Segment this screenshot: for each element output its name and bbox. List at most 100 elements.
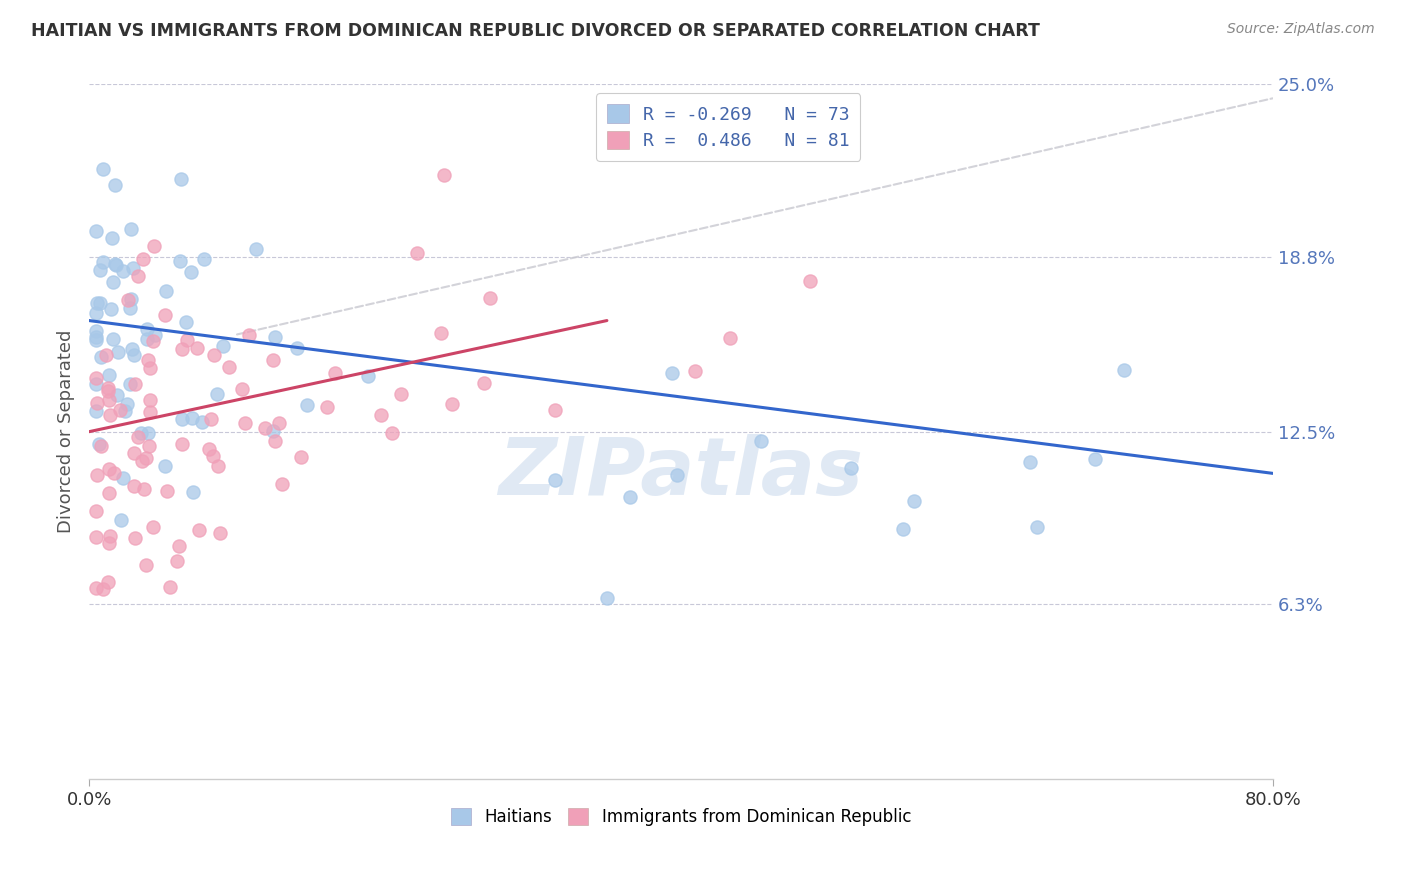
- Point: [132, 252, 155, 266]
- Y-axis label: Divorced or Separated: Divorced or Separated: [58, 330, 75, 533]
- Point: [181, 485, 204, 500]
- Point: [105, 387, 128, 401]
- Point: [103, 467, 125, 481]
- Point: [245, 243, 267, 257]
- Point: [89, 263, 111, 277]
- Point: [181, 410, 204, 425]
- Point: [120, 222, 142, 236]
- Point: [101, 332, 124, 346]
- Point: [208, 525, 231, 540]
- Point: [90, 439, 112, 453]
- Point: [264, 330, 287, 344]
- Point: [271, 476, 294, 491]
- Point: [86, 531, 108, 545]
- Point: [97, 392, 120, 407]
- Point: [1025, 519, 1047, 533]
- Point: [127, 430, 149, 444]
- Point: [170, 342, 193, 356]
- Point: [98, 529, 121, 543]
- Point: [142, 334, 165, 348]
- Point: [86, 224, 108, 238]
- Point: [122, 348, 145, 362]
- Point: [267, 416, 290, 430]
- Point: [1084, 452, 1107, 467]
- Point: [127, 268, 149, 283]
- Point: [111, 264, 134, 278]
- Point: [186, 342, 208, 356]
- Point: [86, 504, 108, 518]
- Point: [198, 442, 221, 456]
- Point: [98, 462, 121, 476]
- Point: [155, 284, 177, 298]
- Point: [156, 484, 179, 499]
- Point: [169, 253, 191, 268]
- Point: [97, 384, 120, 398]
- Text: Source: ZipAtlas.com: Source: ZipAtlas.com: [1227, 22, 1375, 37]
- Point: [120, 292, 142, 306]
- Point: [135, 558, 157, 573]
- Point: [180, 265, 202, 279]
- Point: [143, 328, 166, 343]
- Point: [370, 409, 392, 423]
- Point: [174, 315, 197, 329]
- Point: [665, 467, 688, 482]
- Point: [238, 328, 260, 343]
- Point: [323, 366, 346, 380]
- Point: [97, 574, 120, 589]
- Point: [596, 591, 619, 606]
- Point: [117, 293, 139, 307]
- Point: [104, 257, 127, 271]
- Point: [86, 296, 108, 310]
- Point: [290, 450, 312, 464]
- Point: [93, 255, 115, 269]
- Point: [86, 404, 108, 418]
- Point: [441, 397, 464, 411]
- Point: [207, 458, 229, 473]
- Point: [474, 376, 496, 391]
- Point: [478, 291, 501, 305]
- Point: [233, 417, 256, 431]
- Point: [105, 258, 128, 272]
- Point: [135, 322, 157, 336]
- Point: [433, 168, 456, 182]
- Point: [619, 490, 641, 504]
- Point: [136, 332, 159, 346]
- Point: [97, 381, 120, 395]
- Point: [316, 400, 339, 414]
- Point: [139, 392, 162, 407]
- Point: [90, 351, 112, 365]
- Point: [381, 426, 404, 441]
- Point: [159, 580, 181, 594]
- Point: [86, 329, 108, 343]
- Point: [193, 252, 215, 266]
- Point: [170, 412, 193, 426]
- Point: [132, 483, 155, 497]
- Point: [357, 369, 380, 384]
- Point: [155, 308, 177, 322]
- Point: [131, 425, 153, 440]
- Point: [89, 296, 111, 310]
- Point: [86, 396, 108, 410]
- Point: [86, 468, 108, 483]
- Point: [104, 178, 127, 192]
- Point: [118, 377, 141, 392]
- Point: [903, 494, 925, 508]
- Point: [430, 326, 453, 341]
- Point: [202, 348, 225, 362]
- Point: [89, 436, 111, 450]
- Point: [231, 382, 253, 396]
- Point: [91, 162, 114, 177]
- Point: [100, 231, 122, 245]
- Point: [138, 439, 160, 453]
- Point: [285, 342, 308, 356]
- Text: HAITIAN VS IMMIGRANTS FROM DOMINICAN REPUBLIC DIVORCED OR SEPARATED CORRELATION : HAITIAN VS IMMIGRANTS FROM DOMINICAN REP…: [31, 22, 1040, 40]
- Point: [124, 532, 146, 546]
- Point: [685, 364, 707, 378]
- Point: [86, 582, 108, 596]
- Point: [295, 398, 318, 412]
- Point: [86, 377, 108, 392]
- Point: [86, 333, 108, 347]
- Point: [142, 519, 165, 533]
- Point: [136, 353, 159, 368]
- Point: [262, 424, 284, 438]
